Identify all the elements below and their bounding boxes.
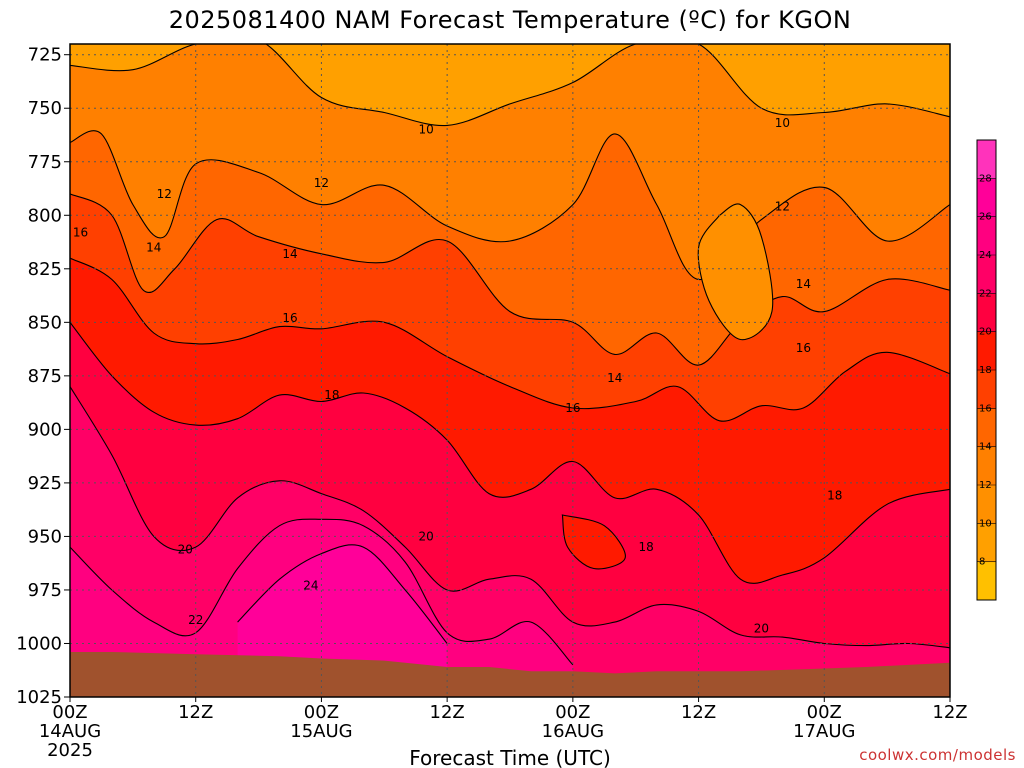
temperature-fill-layers (70, 44, 950, 697)
x-tick-label: 00Z (304, 702, 339, 723)
isotherm-10 (70, 44, 950, 127)
x-tick-label: 00Z (807, 702, 842, 723)
isotherm-18 (70, 321, 950, 584)
y-tick-label: 825 (28, 259, 62, 280)
x-axis-label: Forecast Time (UTC) (409, 746, 611, 768)
isotherm-24 (237, 544, 448, 644)
y-tick-label: 900 (28, 419, 62, 440)
colorbar-swatch (977, 140, 996, 179)
source-credit: coolwx.com/models (859, 746, 1016, 764)
contour-label: 22 (188, 613, 203, 627)
contour-label: 14 (282, 247, 297, 261)
x-date-label: 16AUG (542, 721, 604, 742)
colorbar-label: 14 (979, 442, 992, 453)
contour-label: 16 (796, 341, 811, 355)
isotherm-14 (70, 193, 950, 366)
colorbar-label: 12 (979, 480, 992, 491)
colorbar-label: 16 (979, 403, 992, 414)
contour-label: 24 (303, 579, 318, 593)
x-tick-label: 00Z (555, 702, 590, 723)
y-tick-label: 850 (28, 312, 62, 333)
contour-label: 14 (796, 277, 811, 291)
warm-closed-isotherm (561, 514, 626, 570)
y-tick-label: 1000 (16, 633, 62, 654)
colorbar-swatch (977, 370, 996, 409)
contour-label: 18 (827, 489, 842, 503)
colorbar-swatch (977, 178, 996, 218)
x-tick-label: 12Z (932, 702, 967, 723)
colorbar-legend: 8 10 12 14 16 18 20 22 24 26 28 (976, 139, 997, 601)
y-tick-label: 725 (28, 45, 62, 66)
contour-label: 10 (775, 116, 790, 130)
colorbar-swatch (977, 216, 996, 256)
contour-label: 16 (282, 311, 297, 325)
colorbar-swatch (977, 331, 996, 371)
contour-label: 10 (419, 123, 434, 137)
y-tick-label: 875 (28, 366, 62, 387)
x-date-label: 17AUG (793, 721, 855, 742)
y-tick-label: 800 (28, 205, 62, 226)
contour-label: 20 (754, 621, 769, 635)
colorbar-swatch (977, 446, 996, 486)
contour-label: 14 (607, 371, 622, 385)
contour-label: 16 (565, 401, 580, 415)
contour-labels: 10 10 12 12 12 14 14 14 14 16 16 16 16 18 18 18 20 20 20 22… (73, 116, 843, 635)
contour-label: 20 (419, 529, 434, 543)
chart-title: 2025081400 NAM Forecast Temperature (ºC)… (169, 6, 852, 34)
contour-label: 20 (178, 542, 193, 556)
x-date-label: 15AUG (290, 721, 352, 742)
colorbar-label: 26 (979, 212, 992, 223)
contour-label: 12 (775, 200, 790, 214)
x-tick-label: 00Z (52, 702, 87, 723)
plot-frame (69, 43, 951, 698)
colorbar-swatch (977, 408, 996, 448)
y-tick-label: 1025 (16, 687, 62, 708)
ground-surface (70, 652, 950, 697)
isotherm-20 (70, 386, 950, 649)
contour-label: 18 (324, 388, 339, 402)
colorbar-label: 10 (979, 518, 992, 529)
colorbar-swatch (977, 523, 996, 563)
x-date-label: 14AUG (39, 721, 101, 742)
y-tick-label: 925 (28, 473, 62, 494)
y-axis-pressure: 725 750 775 800 825 850 875 900 925 950 975 1000 102… (16, 45, 70, 708)
isotherm-lines (70, 44, 950, 666)
y-tick-label: 750 (28, 98, 62, 119)
contour-label: 18 (639, 540, 654, 554)
contour-label: 16 (73, 225, 88, 239)
contour-label: 14 (146, 240, 161, 254)
colorbar-label: 28 (979, 173, 992, 184)
colorbar-label: 20 (979, 327, 992, 338)
y-tick-label: 775 (28, 152, 62, 173)
isotherm-16 (70, 257, 950, 422)
x-tick-label: 12Z (178, 702, 213, 723)
colorbar-label: 8 (979, 557, 985, 568)
colorbar-label: 24 (979, 250, 992, 261)
colorbar-swatch (977, 255, 996, 294)
isotherm-12 (70, 130, 950, 281)
contour-label: 12 (157, 187, 172, 201)
colorbar-label: 22 (979, 288, 992, 299)
contour-label: 12 (314, 176, 329, 190)
colorbar-swatch (977, 561, 996, 601)
y-tick-label: 975 (28, 580, 62, 601)
x-tick-label: 12Z (681, 702, 716, 723)
plot-grid (69, 44, 951, 698)
ground-fill (70, 652, 950, 697)
x-tick-label: 12Z (430, 702, 465, 723)
x-year-label: 2025 (47, 740, 93, 761)
colorbar-swatch (977, 293, 996, 333)
y-tick-label: 950 (28, 526, 62, 547)
cold-pocket-isotherm (697, 203, 774, 341)
colorbar-swatch (977, 485, 996, 524)
colorbar-label: 18 (979, 365, 992, 376)
